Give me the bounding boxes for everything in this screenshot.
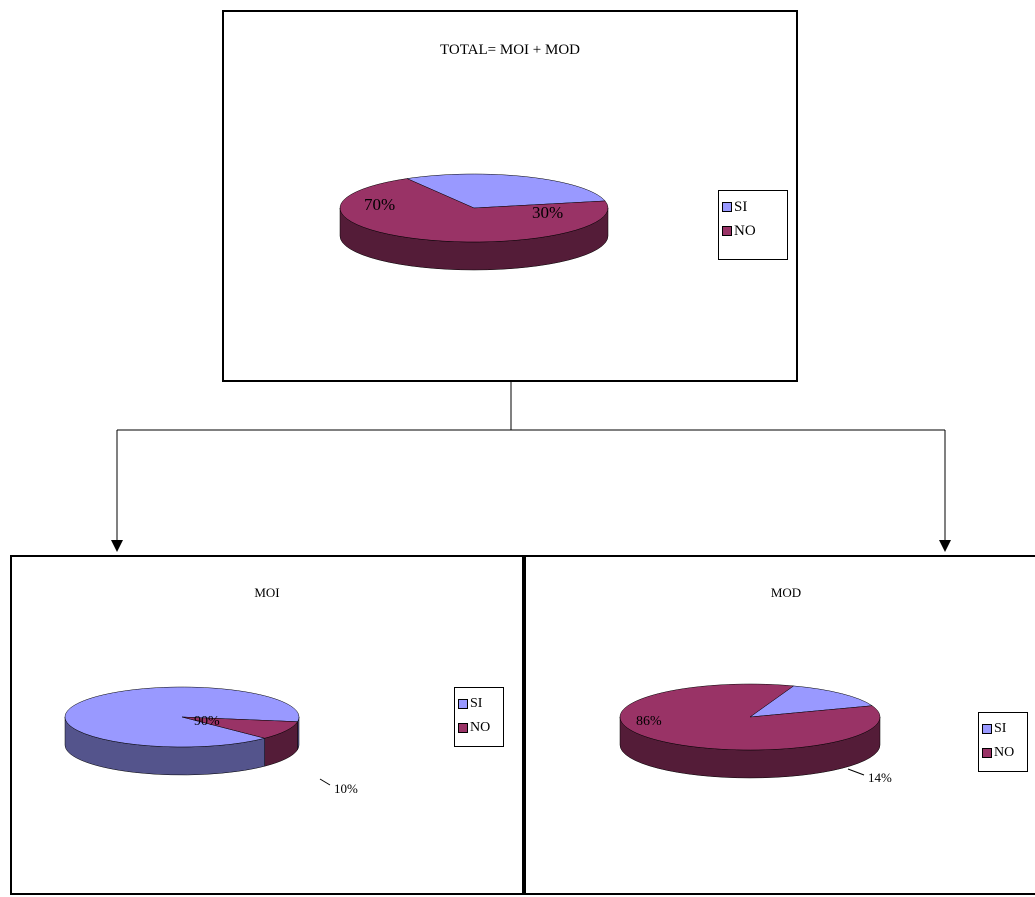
legend-label: NO	[994, 745, 1015, 760]
legend-label: SI	[734, 198, 748, 215]
data-label-si: 14%	[868, 770, 892, 785]
legend-item-si: SI	[458, 692, 500, 716]
legend-label: SI	[994, 721, 1007, 736]
chart-panel-moi: MOI 90% 10% SI NO	[10, 555, 524, 895]
pie-slice-no	[181, 716, 298, 739]
legend-item-no: NO	[722, 219, 784, 243]
pie-slice-no	[619, 683, 881, 751]
data-label-si: 90%	[194, 714, 220, 729]
chart-panel-total: TOTAL= MOI + MOD 30% 70% SI NO	[222, 10, 798, 382]
chart-panel-mod: MOD 14% 86% SI NO	[524, 555, 1035, 895]
legend-swatch-no	[458, 723, 468, 733]
legend-item-no: NO	[458, 716, 500, 740]
arrow-right-head	[939, 540, 951, 552]
pie-chart: 30% 70%	[339, 173, 609, 271]
chart-legend: SI NO	[454, 687, 504, 747]
pie-slice-si	[749, 685, 873, 718]
legend-item-si: SI	[722, 195, 784, 219]
arrow-left-head	[111, 540, 123, 552]
pie-chart: 14% 86%	[619, 683, 892, 785]
legend-label: NO	[470, 720, 491, 735]
pie-slice-no	[339, 178, 609, 243]
legend-item-no: NO	[982, 741, 1024, 765]
legend-swatch-si	[458, 699, 468, 709]
data-label-no: 70%	[364, 195, 395, 214]
chart-title: MOD	[770, 585, 802, 600]
legend-swatch-no	[722, 226, 732, 236]
legend-swatch-si	[722, 202, 732, 212]
legend-item-si: SI	[982, 717, 1024, 741]
chart-legend: SI NO	[718, 190, 788, 260]
legend-label: NO	[734, 222, 756, 239]
chart-title: TOTAL= MOI + MOD	[439, 42, 581, 58]
legend-swatch-si	[982, 724, 992, 734]
chart-legend: SI NO	[978, 712, 1028, 772]
data-label-no: 10%	[334, 781, 358, 796]
pie-chart: 90% 10%	[64, 686, 358, 796]
pie-slice-si	[406, 173, 606, 209]
data-label-leader	[319, 778, 331, 786]
data-label-leader	[847, 768, 865, 776]
legend-label: SI	[470, 696, 483, 711]
legend-swatch-no	[982, 748, 992, 758]
data-label-si: 30%	[532, 203, 563, 222]
data-label-no: 86%	[636, 714, 662, 729]
chart-title: MOI	[254, 585, 280, 600]
